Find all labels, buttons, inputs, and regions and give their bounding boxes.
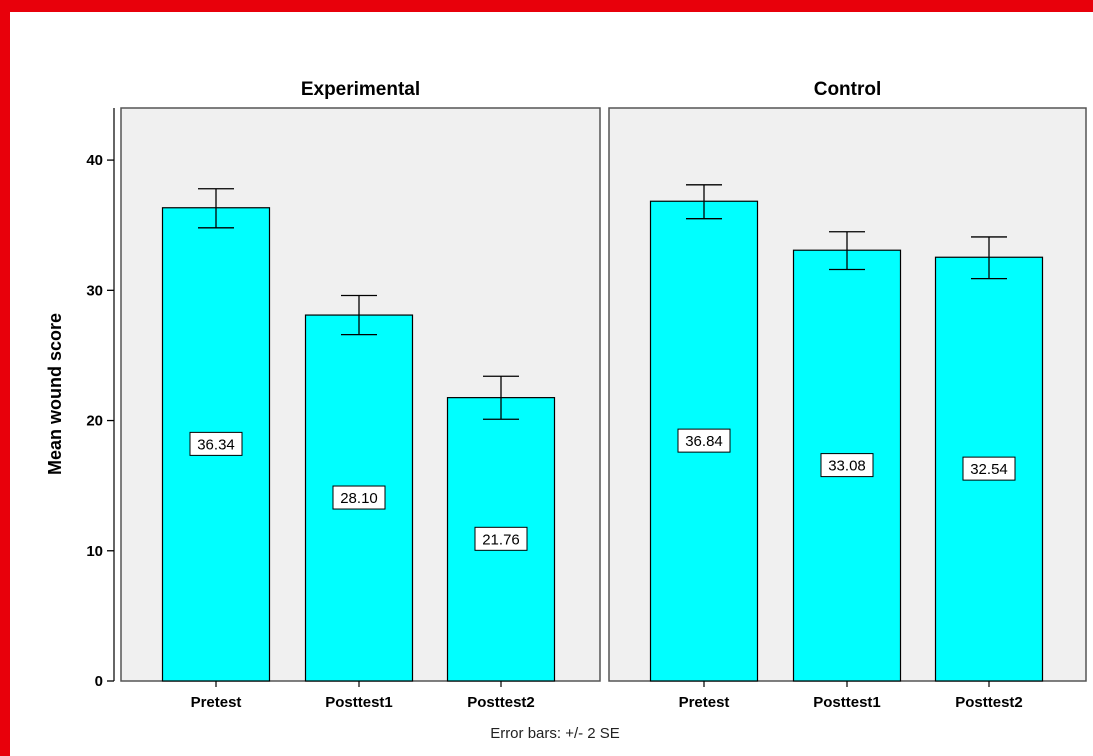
error-bar [829, 231, 865, 271]
data-label: 36.34 [189, 431, 243, 456]
data-label: 28.10 [332, 485, 386, 510]
error-bar [686, 184, 722, 220]
error-bar [483, 375, 519, 420]
data-label-value: 33.08 [828, 458, 866, 475]
data-label: 33.08 [820, 453, 874, 478]
panels-layer: Experimental 36.34 Pretest 28.10 Posttest1 21… [120, 79, 1087, 711]
data-label: 32.54 [962, 456, 1016, 481]
y-tick-label: 20 [86, 413, 103, 430]
category-label: Posttest2 [955, 694, 1023, 711]
data-label: 36.84 [677, 428, 731, 453]
error-bar [341, 294, 377, 336]
y-tick-label: 30 [86, 282, 103, 299]
data-label: 21.76 [474, 526, 528, 551]
data-label-value: 32.54 [970, 461, 1008, 478]
frame-border-top [0, 0, 1093, 12]
panel-experimental: Experimental 36.34 Pretest 28.10 Posttest1 21… [120, 79, 601, 711]
data-label-value: 36.34 [197, 436, 235, 453]
panel-title: Control [814, 79, 882, 100]
error-bars-footnote: Error bars: +/- 2 SE [490, 725, 620, 742]
panel-title: Experimental [301, 79, 420, 100]
y-axis: 0 10 20 30 40 [86, 108, 115, 690]
y-tick-label: 0 [95, 673, 103, 690]
category-label: Pretest [679, 694, 730, 711]
y-tick-label: 40 [86, 152, 103, 169]
y-tick-label: 10 [86, 543, 103, 560]
data-label-value: 28.10 [340, 490, 378, 507]
category-label: Pretest [191, 694, 242, 711]
category-label: Posttest1 [813, 694, 881, 711]
category-label: Posttest2 [467, 694, 535, 711]
panel-control: Control 36.84 Pretest 33.08 Posttest1 32.54 Po… [608, 79, 1087, 711]
data-label-value: 36.84 [685, 433, 723, 450]
y-axis-title: Mean wound score [45, 313, 65, 475]
category-label: Posttest1 [325, 694, 393, 711]
error-bar [198, 188, 234, 229]
data-label-value: 21.76 [482, 531, 520, 548]
error-bar [971, 236, 1007, 280]
frame-border-left [0, 0, 10, 756]
